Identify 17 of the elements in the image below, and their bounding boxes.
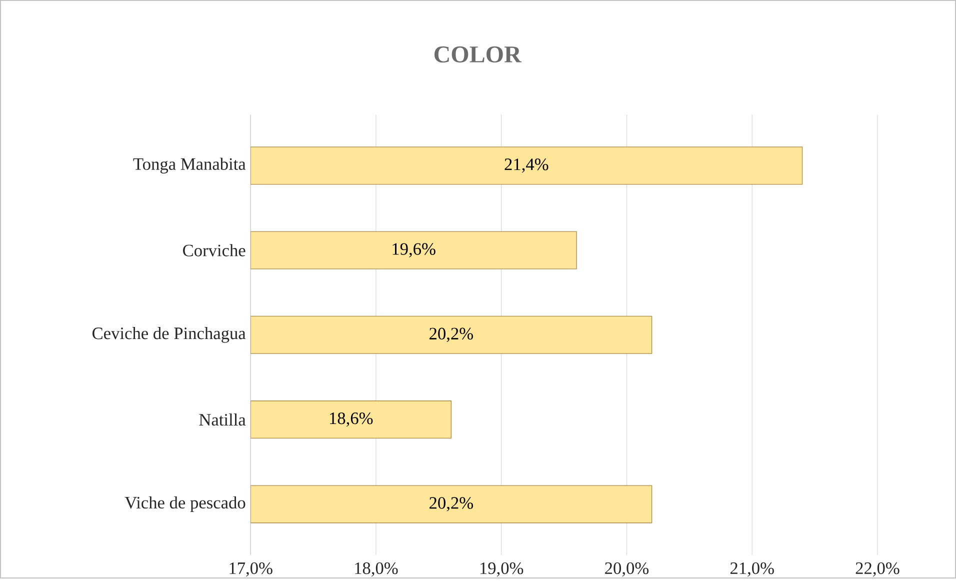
x-tick-label: 21,0%	[730, 562, 774, 577]
data-label: 18,6%	[330, 412, 373, 427]
y-tick-label: Natilla	[199, 413, 246, 426]
chart-title: COLOR	[434, 46, 522, 63]
data-label: 19,6%	[392, 243, 436, 258]
x-tick-label: 22,0%	[856, 562, 900, 577]
x-tick-label: 18,0%	[355, 562, 398, 577]
x-tick-label: 20,0%	[605, 562, 649, 577]
data-label: 20,2%	[430, 497, 473, 512]
data-label: 20,2%	[430, 328, 473, 342]
y-tick-label: Ceviche de Pinchagua	[92, 327, 246, 343]
data-label: 21,4%	[504, 158, 548, 173]
y-tick-label: Corviche	[183, 244, 246, 256]
x-tick-label: 19,0%	[480, 562, 524, 577]
y-tick-label: Viche de pescado	[124, 496, 246, 512]
y-tick-label: Tonga Manabita	[133, 158, 246, 174]
x-tick-label: 17,0%	[230, 562, 272, 577]
